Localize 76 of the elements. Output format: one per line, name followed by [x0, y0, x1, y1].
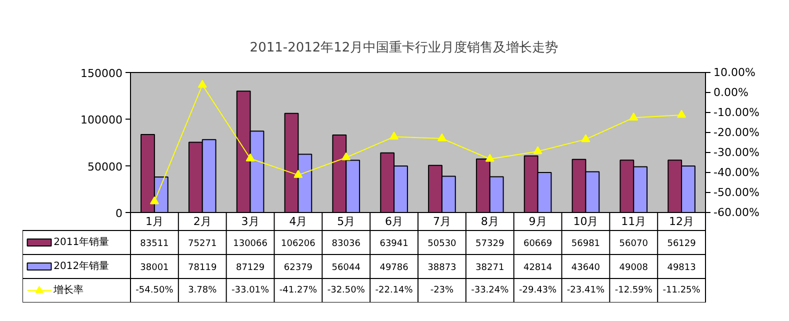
data-label: 56044 — [332, 263, 361, 273]
data-label: -41.27% — [279, 286, 318, 296]
y2-tick-label: -60.00% — [714, 206, 760, 219]
data-label: -33.24% — [471, 286, 510, 296]
data-label: 49786 — [380, 263, 409, 273]
y2-tick-label: -20.00% — [714, 126, 760, 139]
data-label: 50530 — [428, 239, 457, 249]
point — [581, 134, 590, 142]
y2-tick-label: -10.00% — [714, 106, 760, 119]
data-label: -29.43% — [519, 286, 558, 296]
data-label: -33.01% — [232, 286, 270, 296]
data-label: -54.50% — [136, 286, 174, 296]
legend-label: 2011年销量 — [54, 236, 110, 248]
x-tick-label: 7月 — [432, 215, 451, 228]
x-tick-label: 2月 — [193, 215, 212, 228]
y2-tick-label: -50.00% — [714, 186, 760, 199]
point — [437, 133, 446, 142]
data-label: 78119 — [188, 263, 217, 273]
x-tick-label: 11月 — [621, 215, 646, 228]
x-tick-label: 1月 — [145, 215, 164, 228]
data-label: 49008 — [619, 263, 648, 273]
x-tick-label: 5月 — [337, 215, 356, 228]
data-label: -32.50% — [327, 286, 366, 296]
y-tick-label: 150000 — [80, 67, 123, 80]
data-label: -23% — [430, 286, 454, 296]
x-tick-label: 10月 — [573, 215, 598, 228]
y-tick-label: 50000 — [88, 160, 123, 174]
point — [294, 170, 303, 178]
point — [677, 110, 686, 118]
data-label: -22.14% — [375, 286, 414, 296]
y2-tick-label: 0.00% — [714, 86, 748, 99]
y-tick-label: 100000 — [80, 114, 123, 127]
data-label: 130066 — [233, 239, 268, 249]
point — [629, 112, 638, 120]
x-tick-label: 3月 — [241, 215, 260, 228]
x-tick-label: 12月 — [669, 215, 694, 228]
point — [246, 153, 255, 162]
chart-title: 2011-2012年12月中国重卡行业月度销售及增长走势 — [250, 40, 558, 56]
data-label: -12.59% — [614, 286, 653, 296]
y2-tick-label: -40.00% — [714, 166, 760, 179]
data-label: 56070 — [619, 239, 648, 249]
data-label: 60669 — [523, 239, 552, 249]
data-label: 87129 — [236, 263, 265, 273]
point — [533, 146, 542, 154]
data-label: 49813 — [667, 263, 696, 273]
point — [390, 132, 399, 140]
data-label: 38001 — [140, 263, 169, 273]
data-label: 43640 — [571, 263, 600, 273]
point — [198, 80, 207, 88]
y2-tick-label: 10.00% — [714, 66, 756, 79]
data-label: 75271 — [188, 239, 217, 249]
data-label: 62379 — [284, 263, 313, 273]
data-label: 57329 — [476, 239, 504, 249]
data-label: 56129 — [667, 239, 696, 249]
data-label: 83511 — [140, 239, 169, 249]
data-label: 63941 — [380, 239, 408, 249]
data-label: 83036 — [332, 239, 361, 249]
x-tick-label: 8月 — [480, 215, 499, 228]
data-label: 106206 — [281, 239, 316, 249]
point — [150, 196, 159, 204]
data-label: 56981 — [571, 239, 600, 249]
legend-label: 增长率 — [52, 284, 84, 296]
data-label: -11.25% — [662, 286, 701, 296]
data-label: 42814 — [523, 263, 552, 273]
point — [342, 152, 351, 160]
x-tick-label: 9月 — [528, 215, 547, 228]
legend-label: 2012年销量 — [54, 260, 110, 272]
point — [485, 154, 494, 162]
data-label: -23.41% — [566, 286, 605, 296]
data-label: 38873 — [428, 263, 456, 273]
data-label: 38271 — [476, 263, 504, 273]
x-tick-label: 4月 — [289, 215, 308, 228]
y-tick-label: 0 — [116, 207, 122, 220]
y2-tick-label: -30.00% — [714, 146, 760, 159]
x-tick-label: 6月 — [385, 215, 404, 228]
data-label: 3.78% — [188, 286, 218, 296]
